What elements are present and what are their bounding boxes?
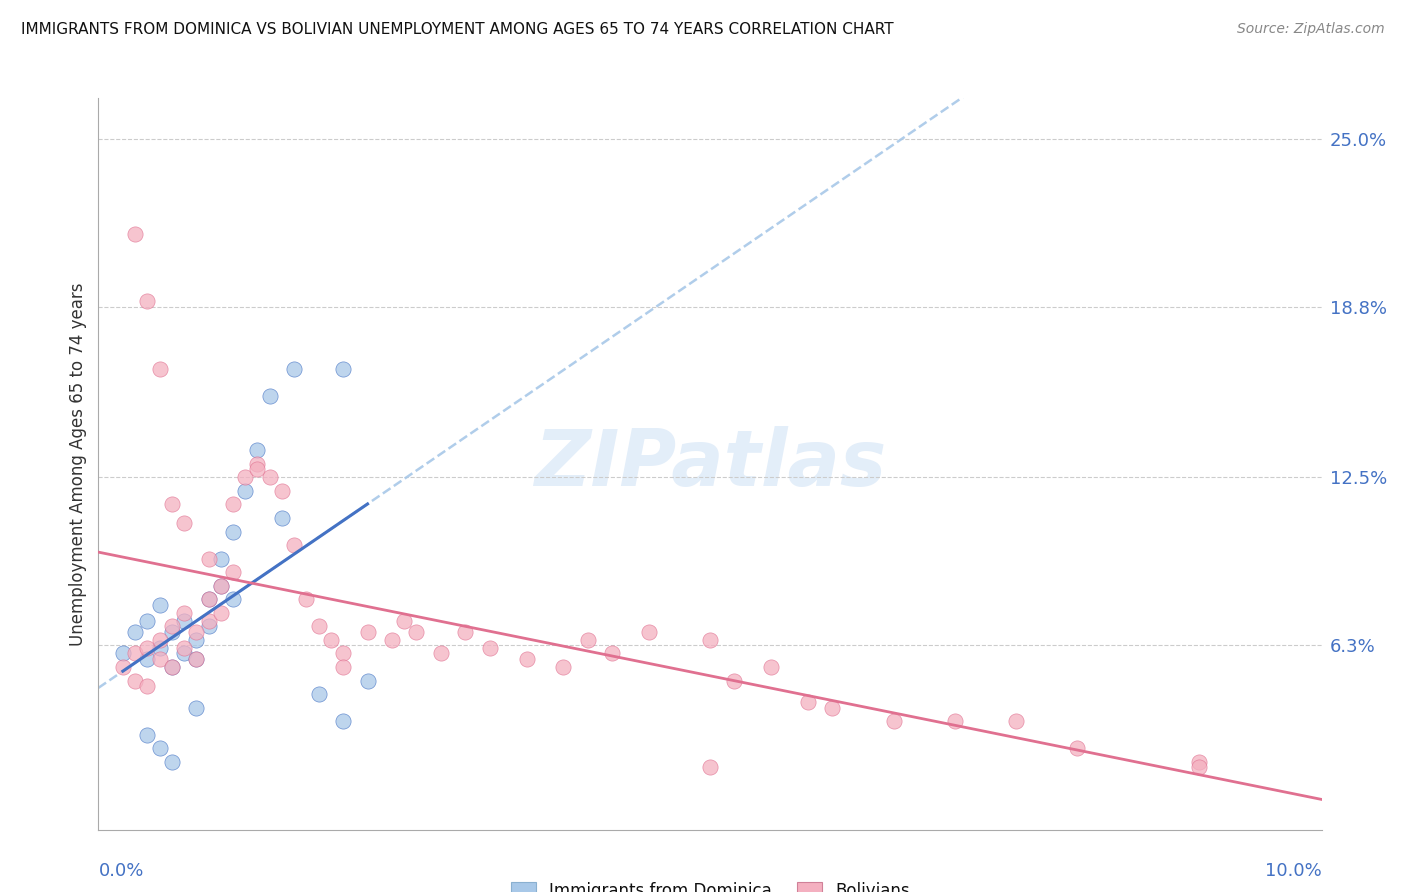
Point <box>197 592 219 607</box>
Point <box>246 457 269 471</box>
Point <box>454 624 477 639</box>
Point <box>186 652 208 666</box>
Point <box>149 362 172 376</box>
Point <box>209 579 232 593</box>
Point <box>222 565 245 579</box>
Point <box>173 606 195 620</box>
Point <box>186 700 208 714</box>
Point <box>270 483 292 498</box>
Point <box>124 673 146 688</box>
Point <box>160 755 183 769</box>
Point <box>246 462 269 476</box>
Point <box>332 362 354 376</box>
Point <box>149 632 172 647</box>
Point <box>246 443 269 458</box>
Point <box>149 741 172 756</box>
Point <box>197 619 219 633</box>
Point <box>283 362 305 376</box>
Point <box>356 624 378 639</box>
Point <box>186 624 208 639</box>
Point <box>576 632 599 647</box>
Point <box>356 673 378 688</box>
Text: 0.0%: 0.0% <box>98 862 143 880</box>
Text: IMMIGRANTS FROM DOMINICA VS BOLIVIAN UNEMPLOYMENT AMONG AGES 65 TO 74 YEARS CORR: IMMIGRANTS FROM DOMINICA VS BOLIVIAN UNE… <box>21 22 894 37</box>
Point <box>1188 755 1211 769</box>
Point <box>197 551 219 566</box>
Legend: Immigrants from Dominica, Bolivians: Immigrants from Dominica, Bolivians <box>510 882 910 892</box>
Point <box>111 660 134 674</box>
Point <box>259 470 281 484</box>
Point <box>222 498 245 512</box>
Point <box>186 632 208 647</box>
Point <box>797 695 820 709</box>
Point <box>308 687 330 701</box>
Point <box>136 652 159 666</box>
Text: ZIPatlas: ZIPatlas <box>534 425 886 502</box>
Point <box>124 227 146 241</box>
Text: 10.0%: 10.0% <box>1265 862 1322 880</box>
Point <box>173 641 195 656</box>
Y-axis label: Unemployment Among Ages 65 to 74 years: Unemployment Among Ages 65 to 74 years <box>69 282 87 646</box>
Point <box>233 483 256 498</box>
Point <box>136 641 159 656</box>
Point <box>1066 741 1088 756</box>
Point <box>136 614 159 628</box>
Point <box>124 647 146 661</box>
Point <box>124 624 146 639</box>
Point <box>160 498 183 512</box>
Point <box>759 660 782 674</box>
Text: Source: ZipAtlas.com: Source: ZipAtlas.com <box>1237 22 1385 37</box>
Point <box>259 389 281 403</box>
Point <box>149 652 172 666</box>
Point <box>319 632 342 647</box>
Point <box>943 714 966 729</box>
Point <box>516 652 538 666</box>
Point <box>1004 714 1026 729</box>
Point <box>197 614 219 628</box>
Point <box>699 632 721 647</box>
Point <box>209 551 232 566</box>
Point <box>233 470 256 484</box>
Point <box>173 516 195 531</box>
Point <box>160 660 183 674</box>
Point <box>173 614 195 628</box>
Point <box>209 606 232 620</box>
Point <box>821 700 844 714</box>
Point <box>149 641 172 656</box>
Point <box>222 592 245 607</box>
Point <box>381 632 404 647</box>
Point <box>136 728 159 742</box>
Point <box>149 598 172 612</box>
Point <box>430 647 453 661</box>
Point <box>637 624 661 639</box>
Point <box>160 660 183 674</box>
Point <box>332 647 354 661</box>
Point <box>270 511 292 525</box>
Point <box>553 660 575 674</box>
Point <box>723 673 745 688</box>
Point <box>392 614 416 628</box>
Point <box>186 652 208 666</box>
Point <box>136 679 159 693</box>
Point <box>160 619 183 633</box>
Point <box>478 641 501 656</box>
Point <box>222 524 245 539</box>
Point <box>1188 760 1211 774</box>
Point <box>283 538 305 552</box>
Point <box>699 760 721 774</box>
Point <box>173 647 195 661</box>
Point <box>405 624 427 639</box>
Point <box>600 647 623 661</box>
Point <box>209 579 232 593</box>
Point <box>160 624 183 639</box>
Point <box>332 660 354 674</box>
Point <box>308 619 330 633</box>
Point <box>295 592 318 607</box>
Point <box>883 714 905 729</box>
Point <box>332 714 354 729</box>
Point <box>197 592 219 607</box>
Point <box>136 294 159 309</box>
Point <box>111 647 134 661</box>
